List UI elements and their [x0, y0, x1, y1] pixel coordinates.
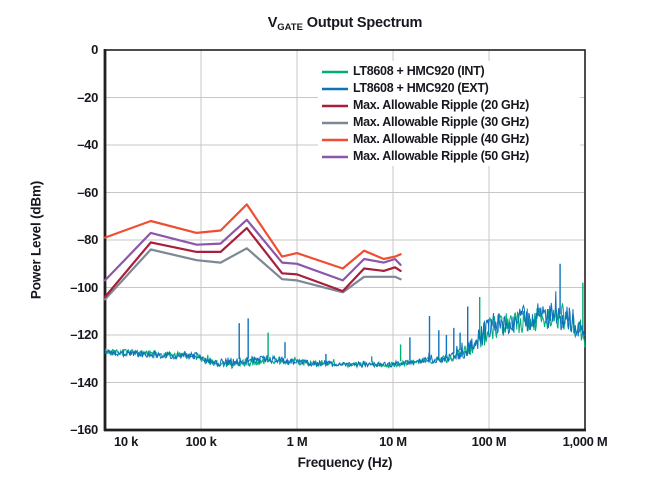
- y-tick-label: –120: [70, 327, 98, 342]
- x-tick-label: 1,000 M: [562, 434, 608, 449]
- chart-title-rest: Output Spectrum: [302, 15, 423, 31]
- x-axis-title: Frequency (Hz): [297, 455, 393, 470]
- legend-label: Max. Allowable Ripple (40 GHz): [353, 132, 529, 146]
- y-tick-label: –80: [77, 232, 98, 247]
- noise-trace: [104, 291, 586, 369]
- legend-label: Max. Allowable Ripple (30 GHz): [353, 115, 529, 129]
- legend-label: LT8608 + HMC920 (EXT): [353, 81, 489, 95]
- x-tick-label: 10 k: [113, 434, 139, 449]
- ripple-line: [103, 218, 402, 282]
- x-tick-label: 100 M: [471, 434, 507, 449]
- y-axis-title: Power Level (dBm): [28, 180, 44, 300]
- chart-title: VGATE Output Spectrum: [105, 15, 585, 33]
- y-tick-label: –20: [77, 89, 98, 105]
- legend-background: [318, 61, 580, 166]
- chart-title-subscript: GATE: [277, 22, 303, 33]
- y-tick-label: –100: [70, 279, 98, 295]
- legend-label: Max. Allowable Ripple (20 GHz): [353, 98, 529, 112]
- x-tick-label: 100 k: [185, 434, 217, 449]
- y-tick-label: –40: [77, 137, 98, 152]
- y-tick-label: 0: [91, 42, 98, 57]
- y-tick-label: –160: [70, 422, 98, 437]
- x-tick-label: 10 M: [379, 434, 407, 449]
- chart-title-pre: V: [267, 15, 278, 31]
- y-tick-label: –140: [70, 374, 98, 390]
- ripple-line: [103, 247, 402, 301]
- legend-label: LT8608 + HMC920 (INT): [353, 64, 485, 78]
- legend-label: Max. Allowable Ripple (50 GHz): [353, 149, 529, 163]
- x-tick-label: 1 M: [286, 434, 308, 449]
- ripple-line: [103, 227, 402, 299]
- ripple-line: [103, 203, 402, 270]
- y-tick-label: –60: [77, 184, 98, 200]
